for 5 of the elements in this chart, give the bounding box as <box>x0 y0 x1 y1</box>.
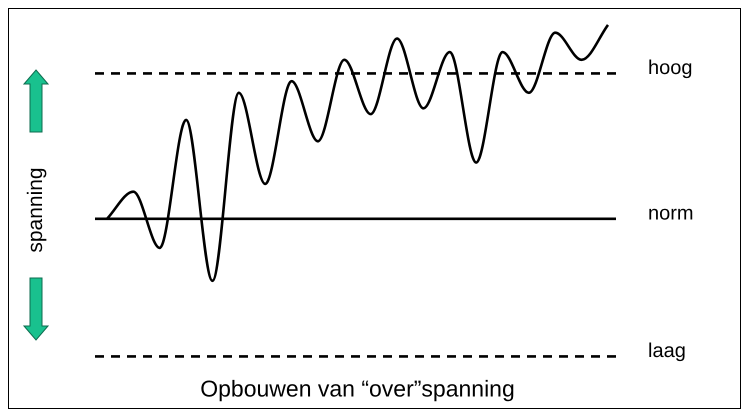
ref-line-label: hoog <box>648 56 692 79</box>
ref-line-label: norm <box>648 202 694 224</box>
ref-line-label: laag <box>648 340 686 362</box>
y-axis-title: spanning <box>24 167 48 253</box>
text: Opbouwen van “over”spanning <box>200 376 515 402</box>
